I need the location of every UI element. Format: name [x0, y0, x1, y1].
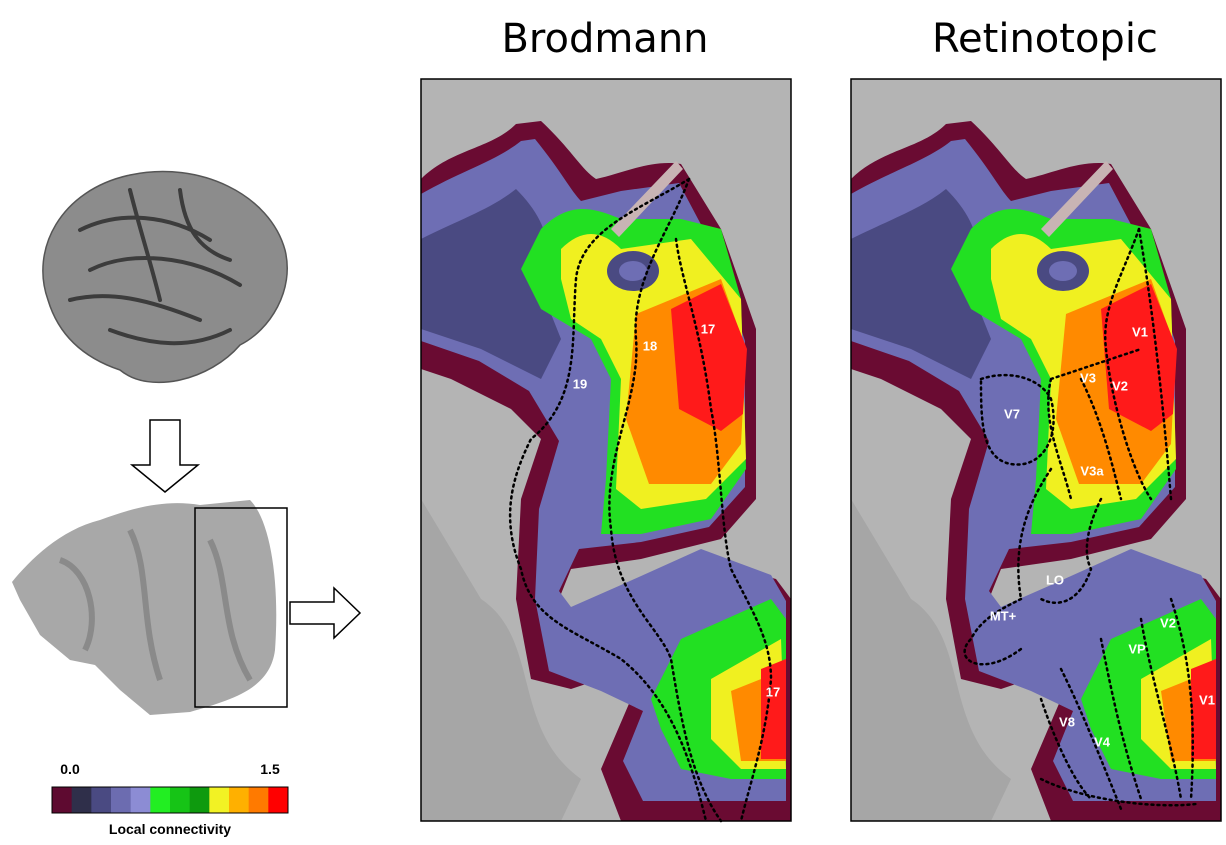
area-label: V2 — [1112, 378, 1128, 393]
panel-frame — [850, 78, 1222, 822]
colorbar-swatch — [170, 787, 191, 813]
colorbar-swatch — [111, 787, 132, 813]
down-arrow — [129, 419, 201, 493]
area-label: V7 — [1004, 406, 1020, 421]
area-label: V1 — [1199, 692, 1215, 707]
colorbar — [51, 786, 289, 814]
flat-map-folds — [58, 528, 253, 682]
area-label: MT+ — [990, 608, 1017, 623]
colorbar-label: Local connectivity — [109, 821, 231, 837]
colorbar-swatch — [268, 787, 289, 813]
colorbar-swatch — [71, 787, 92, 813]
panel-title: Retinotopic — [932, 16, 1158, 62]
panel-title: Brodmann — [501, 16, 708, 62]
area-label: 18 — [643, 338, 657, 353]
area-label: V8 — [1059, 714, 1075, 729]
region-labels: 19 18 17 17 V1 V3 V2 V7 V3a LO MT+ V2 VP V1 V8 V4 — [573, 321, 1215, 749]
brodmann-map — [421, 79, 791, 823]
colorbar-swatch — [209, 787, 230, 813]
area-label: 17 — [701, 321, 715, 336]
colorbar-frame — [51, 786, 289, 814]
area-label: V1 — [1132, 324, 1148, 339]
colorbar-swatch — [52, 787, 73, 813]
area-label: VP — [1128, 641, 1146, 656]
right-arrow — [289, 586, 362, 640]
retinotopic-map — [851, 79, 1221, 821]
area-label: V3a — [1080, 463, 1104, 478]
area-label: V3 — [1080, 370, 1096, 385]
colorbar-swatch — [229, 787, 250, 813]
colorbar-tick-label: 0.0 — [60, 761, 80, 777]
colorbar-swatch — [189, 787, 210, 813]
area-label: 17 — [766, 684, 780, 699]
colorbar-swatch — [248, 787, 269, 813]
brain-3d — [42, 170, 288, 384]
roi-box — [194, 507, 288, 708]
colorbar-swatch — [91, 787, 112, 813]
area-label: V2 — [1160, 615, 1176, 630]
colorbar-swatch — [150, 787, 171, 813]
area-label: LO — [1046, 572, 1064, 587]
colorbar-tick-label: 1.5 — [260, 761, 280, 777]
colorbar-swatch — [130, 787, 151, 813]
panel-frame — [420, 78, 792, 822]
area-label: 19 — [573, 376, 587, 391]
area-label: V4 — [1094, 734, 1111, 749]
